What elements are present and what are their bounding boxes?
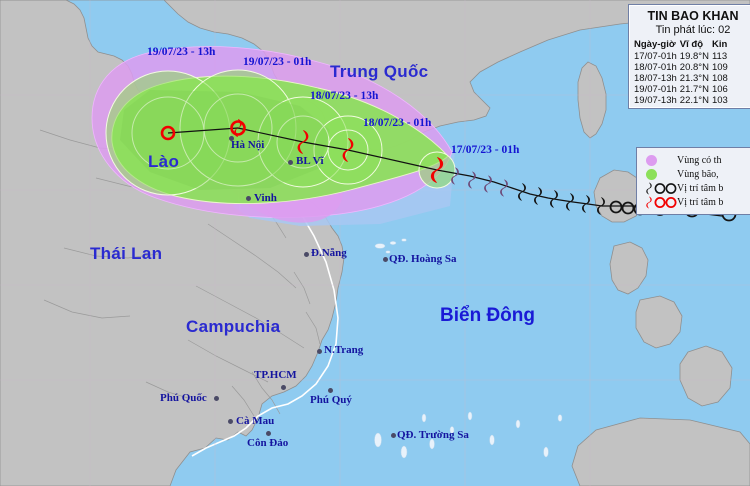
- cell-datetime: 19/07-13h: [634, 95, 677, 106]
- table-row: 18/07-13h 21.3°N 108: [634, 73, 731, 84]
- cell-latitude: 22.1°N: [679, 95, 709, 106]
- cell-longitude: 109: [711, 62, 728, 73]
- city-dot-tp-hcm: [281, 385, 286, 390]
- small-islands: [374, 238, 563, 459]
- col-latitude: Vĩ độ: [679, 39, 704, 50]
- storm-symbol-17-07-01h: [430, 157, 444, 183]
- legend-label-possible-area: Vùng có th: [677, 154, 722, 166]
- col-longitude: Kin: [711, 39, 728, 50]
- legend-swatch-black: [643, 182, 677, 195]
- city-dot-con-dao: [266, 431, 271, 436]
- legend-label-past-center: Vị trí tâm b: [677, 182, 724, 194]
- cell-datetime: 17/07-01h: [634, 51, 677, 62]
- island-philippines-mid: [635, 295, 683, 349]
- bulletin-issue-time: Tin phát lúc: 02: [655, 24, 731, 36]
- table-row: 18/07-01h 20.8°N 109: [634, 62, 731, 73]
- black-storm-icon: [646, 182, 677, 194]
- city-dot-truong-sa: [391, 433, 396, 438]
- forecast-table: Ngày-giờ Vĩ độ Kin 17/07-01h 19.8°N 113 …: [634, 39, 731, 106]
- past-positions-purple: [451, 167, 508, 197]
- storm-symbol-18-07-01h: [342, 138, 354, 162]
- storm-symbol-18-07-13h: [297, 130, 309, 154]
- purple-circle-icon: [646, 154, 657, 166]
- city-dot-bl-vi: [288, 160, 293, 165]
- position-marker-19-07-13h: [160, 125, 176, 141]
- past-positions-black: [518, 183, 605, 215]
- cell-longitude: 106: [711, 84, 728, 95]
- city-dot-phu-quoc: [214, 396, 219, 401]
- legend-label-forecast-center: Vị trí tâm b: [677, 196, 724, 208]
- legend-row-storm-area: Vùng bão,: [643, 167, 750, 181]
- city-dot-ha-noi: [229, 136, 234, 141]
- legend-swatch-red: [643, 196, 677, 209]
- island-philippines-south: [609, 241, 649, 295]
- cell-latitude: 21.7°N: [679, 84, 709, 95]
- bulletin-title: TIN BAO KHAN: [647, 9, 739, 23]
- city-dot-da-nang: [304, 252, 309, 257]
- table-row: 17/07-01h 19.8°N 113: [634, 51, 731, 62]
- table-row: 19/07-01h 21.7°N 106: [634, 84, 731, 95]
- cell-datetime: 18/07-01h: [634, 62, 677, 73]
- legend-swatch-green: [643, 168, 677, 180]
- legend-row-past-center: Vị trí tâm b: [643, 181, 750, 195]
- legend-label-storm-area: Vùng bão,: [677, 168, 719, 180]
- city-dot-hoang-sa: [383, 257, 388, 262]
- city-dot-ca-mau: [228, 419, 233, 424]
- storm-radius-inner: [131, 93, 369, 171]
- island-philippines-east: [679, 345, 733, 407]
- green-land-tint: [120, 90, 330, 190]
- table-header-row: Ngày-giờ Vĩ độ Kin: [634, 39, 731, 51]
- cell-latitude: 20.8°N: [679, 62, 709, 73]
- legend-row-forecast-center: Vị trí tâm b: [643, 195, 750, 209]
- island-taiwan: [577, 61, 607, 139]
- city-dot-phu-quy: [328, 388, 333, 393]
- map-legend: Vùng có th Vùng bão, Vị trí tâm b: [636, 147, 750, 215]
- green-circle-icon: [646, 168, 657, 180]
- legend-swatch-purple: [643, 154, 677, 166]
- red-storm-icon: [646, 196, 677, 208]
- cell-latitude: 21.3°N: [679, 73, 709, 84]
- cell-longitude: 103: [711, 95, 728, 106]
- city-dot-vinh: [246, 196, 251, 201]
- col-datetime: Ngày-giờ: [634, 39, 676, 50]
- cell-longitude: 108: [711, 73, 728, 84]
- forecast-storm-symbols: [230, 119, 444, 183]
- storm-symbol-19-07-01h: [230, 119, 246, 137]
- cell-latitude: 19.8°N: [679, 51, 709, 62]
- forecast-positions: [160, 125, 176, 141]
- cell-datetime: 19/07-01h: [634, 84, 677, 95]
- cell-datetime: 18/07-13h: [634, 73, 677, 84]
- table-row: 19/07-13h 22.1°N 103: [634, 95, 731, 106]
- legend-row-possible-area: Vùng có th: [643, 153, 750, 167]
- bulletin-info-panel: TIN BAO KHAN Tin phát lúc: 02 Ngày-giờ V…: [628, 4, 750, 109]
- city-dot-n-trang: [317, 349, 322, 354]
- cell-longitude: 113: [711, 51, 728, 62]
- island-borneo: [571, 417, 750, 486]
